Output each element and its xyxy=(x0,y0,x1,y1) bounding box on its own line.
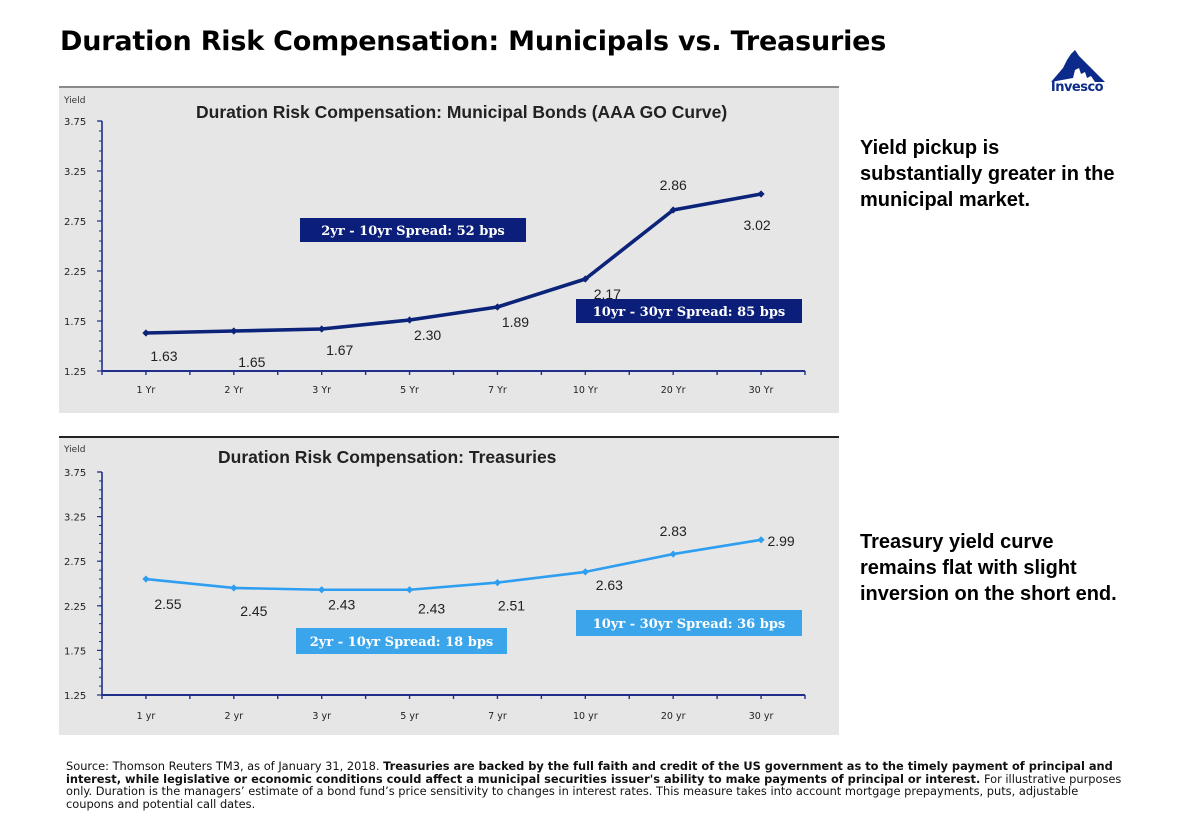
x-tick-label: 7 yr xyxy=(488,711,507,722)
x-tick-label: 30 Yr xyxy=(749,385,774,396)
logo-text: Invesco xyxy=(1050,80,1104,95)
x-tick-label: 30 yr xyxy=(749,711,774,722)
data-label: 2.55 xyxy=(154,596,181,612)
y-tick-label: 2.75 xyxy=(64,557,86,568)
x-tick-label: 5 yr xyxy=(400,711,419,722)
data-point xyxy=(142,575,150,583)
data-label: 2.43 xyxy=(418,601,445,617)
spread-annotation-text: 2yr - 10yr Spread: 18 bps xyxy=(310,635,493,650)
data-label: 1.65 xyxy=(238,354,265,370)
treasury-yield-chart: Duration Risk Compensation: Treasuries Yi… xyxy=(63,445,806,722)
municipal-note: Yield pickup is substantially greater in… xyxy=(860,137,1115,211)
data-point xyxy=(405,586,414,594)
footnote: Source: Thomson Reuters TM3, as of Janua… xyxy=(66,760,1126,810)
x-tick-label: 5 Yr xyxy=(400,385,419,396)
y-tick-label: 3.25 xyxy=(64,513,86,524)
data-label: 2.45 xyxy=(240,603,267,619)
x-tick-label: 2 Yr xyxy=(224,385,243,396)
x-tick-label: 10 yr xyxy=(573,711,598,722)
data-point xyxy=(669,206,677,214)
data-point xyxy=(757,190,765,198)
y-tick-label: 3.75 xyxy=(64,468,86,479)
data-label: 2.99 xyxy=(767,533,794,549)
data-label: 2.43 xyxy=(328,597,355,613)
y-tick-label: 2.25 xyxy=(64,267,86,278)
spread-annotation-text: 2yr - 10yr Spread: 52 bps xyxy=(321,224,504,239)
y-tick-label: 2.25 xyxy=(64,602,86,613)
municipal-yield-chart: Duration Risk Compensation: Municipal Bo… xyxy=(63,96,806,396)
treasury-chart-panel: Duration Risk Compensation: Treasuries Yi… xyxy=(59,436,839,735)
data-label: 1.63 xyxy=(150,348,177,364)
data-point xyxy=(493,579,502,587)
data-point xyxy=(757,536,765,544)
x-tick-label: 7 Yr xyxy=(488,385,507,396)
x-tick-label: 1 Yr xyxy=(137,385,156,396)
x-tick-label: 10 Yr xyxy=(573,385,598,396)
treasury-note: Treasury yield curve remains flat with s… xyxy=(860,531,1117,605)
y-tick-label: 3.75 xyxy=(64,117,86,128)
data-point xyxy=(405,316,414,324)
footnote-illustrative: For illustrative purposes only. Duration… xyxy=(66,771,1122,811)
spread-annotation-text: 10yr - 30yr Spread: 85 bps xyxy=(593,305,786,320)
chart-title: Duration Risk Compensation: Treasuries xyxy=(218,447,557,467)
x-tick-label: 20 yr xyxy=(661,711,686,722)
x-tick-label: 3 Yr xyxy=(312,385,331,396)
footnote-disclaimer: Treasuries are backed by the full faith … xyxy=(66,759,1113,786)
series-line xyxy=(144,538,763,592)
data-point xyxy=(581,275,589,283)
data-label: 1.89 xyxy=(502,314,529,330)
x-tick-label: 3 yr xyxy=(312,711,331,722)
spread-annotation-box xyxy=(296,628,507,654)
data-label: 2.63 xyxy=(596,577,623,593)
page-title: Duration Risk Compensation: Municipals v… xyxy=(60,26,887,57)
spread-annotation-text: 10yr - 30yr Spread: 36 bps xyxy=(593,617,786,632)
footnote-source: Source: Thomson Reuters TM3, as of Janua… xyxy=(66,759,384,773)
x-tick-label: 20 Yr xyxy=(661,385,686,396)
data-label: 3.02 xyxy=(743,217,770,233)
spread-annotation-box xyxy=(300,218,526,242)
data-point xyxy=(230,584,238,592)
municipal-chart-panel: Duration Risk Compensation: Municipal Bo… xyxy=(59,86,839,413)
data-label: 1.67 xyxy=(326,342,353,358)
y-axis-label: Yield xyxy=(63,96,85,106)
data-point xyxy=(493,303,502,311)
y-tick-label: 1.75 xyxy=(64,317,86,328)
x-tick-label: 2 yr xyxy=(225,711,244,722)
data-point xyxy=(318,586,326,594)
y-tick-label: 1.75 xyxy=(64,646,86,657)
mountain-icon xyxy=(1051,50,1105,82)
chart-title: Duration Risk Compensation: Municipal Bo… xyxy=(196,102,727,122)
y-tick-label: 2.75 xyxy=(64,217,86,228)
spread-annotation-box xyxy=(576,610,802,636)
data-point xyxy=(581,568,589,576)
y-tick-label: 1.25 xyxy=(64,367,86,378)
data-label: 2.17 xyxy=(594,286,621,302)
x-tick-label: 1 yr xyxy=(137,711,156,722)
series-line xyxy=(144,192,763,335)
y-tick-label: 3.25 xyxy=(64,167,86,178)
data-label: 2.83 xyxy=(660,523,687,539)
invesco-logo: Invesco xyxy=(1045,48,1109,98)
spread-annotation-box xyxy=(576,299,802,323)
y-axis-label: Yield xyxy=(63,445,85,455)
data-label: 2.86 xyxy=(660,177,687,193)
data-point xyxy=(142,329,150,337)
data-point xyxy=(669,550,677,558)
y-tick-label: 1.25 xyxy=(64,691,86,702)
data-point xyxy=(318,325,326,333)
data-label: 2.30 xyxy=(414,327,441,343)
data-point xyxy=(230,327,238,335)
data-label: 2.51 xyxy=(498,598,525,614)
